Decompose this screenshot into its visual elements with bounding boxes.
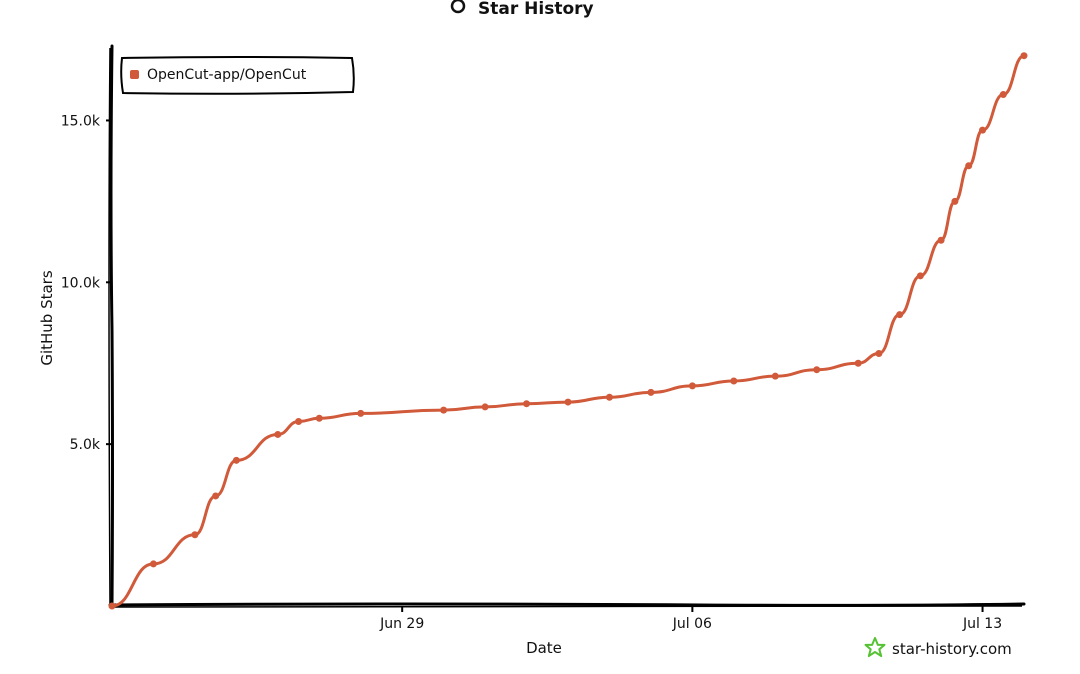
data-point[interactable] <box>937 236 945 244</box>
data-point[interactable] <box>896 311 904 319</box>
y-tick-label: 10.0k <box>61 275 101 291</box>
data-point[interactable] <box>965 162 973 170</box>
y-axis-label: GitHub Stars <box>38 270 56 366</box>
star-outline-icon <box>864 637 886 658</box>
data-point[interactable] <box>315 414 323 422</box>
y-tick-group: 5.0k 10.0k 15.0k <box>61 113 112 453</box>
data-point[interactable] <box>295 417 303 425</box>
data-point[interactable] <box>523 400 531 408</box>
data-point[interactable] <box>1020 52 1028 60</box>
data-point[interactable] <box>212 492 220 500</box>
y-axis <box>108 44 114 608</box>
data-point[interactable] <box>440 406 448 414</box>
data-point[interactable] <box>771 372 779 380</box>
x-tick-label: Jul 06 <box>672 616 712 632</box>
data-point[interactable] <box>564 398 572 406</box>
data-point[interactable] <box>854 359 862 367</box>
x-tick-label: Jul 13 <box>962 616 1002 632</box>
data-point[interactable] <box>951 197 959 205</box>
data-point[interactable] <box>191 531 199 539</box>
legend-label: OpenCut-app/OpenCut <box>147 67 307 83</box>
data-point[interactable] <box>274 430 282 438</box>
data-point[interactable] <box>647 388 655 396</box>
watermark[interactable]: star-history.com <box>864 637 1012 658</box>
x-axis <box>108 602 1026 608</box>
y-tick-label: 5.0k <box>70 437 101 453</box>
data-point[interactable] <box>149 560 157 568</box>
data-point[interactable] <box>916 272 924 280</box>
legend: OpenCut-app/OpenCut <box>120 56 355 95</box>
data-point[interactable] <box>979 126 987 134</box>
x-tick-group: Jun 29 Jul 06 Jul 13 <box>379 606 1002 632</box>
data-point[interactable] <box>108 602 116 610</box>
chart-title-group: Star History <box>450 0 594 19</box>
chart-title: Star History <box>478 0 594 19</box>
data-point[interactable] <box>730 377 738 385</box>
data-point[interactable] <box>232 456 240 464</box>
data-point[interactable] <box>875 350 883 358</box>
github-icon <box>450 0 466 14</box>
data-point[interactable] <box>481 403 489 411</box>
series-line <box>110 54 1026 608</box>
data-point[interactable] <box>813 366 821 374</box>
x-tick-label: Jun 29 <box>379 616 424 632</box>
legend-swatch <box>130 70 139 79</box>
data-point[interactable] <box>605 393 613 401</box>
series-layer <box>108 52 1028 610</box>
y-tick-label: 15.0k <box>61 113 101 129</box>
data-point[interactable] <box>999 91 1007 99</box>
data-point[interactable] <box>357 409 365 417</box>
watermark-text: star-history.com <box>892 640 1012 658</box>
data-point[interactable] <box>688 382 696 390</box>
x-axis-label: Date <box>526 639 562 657</box>
